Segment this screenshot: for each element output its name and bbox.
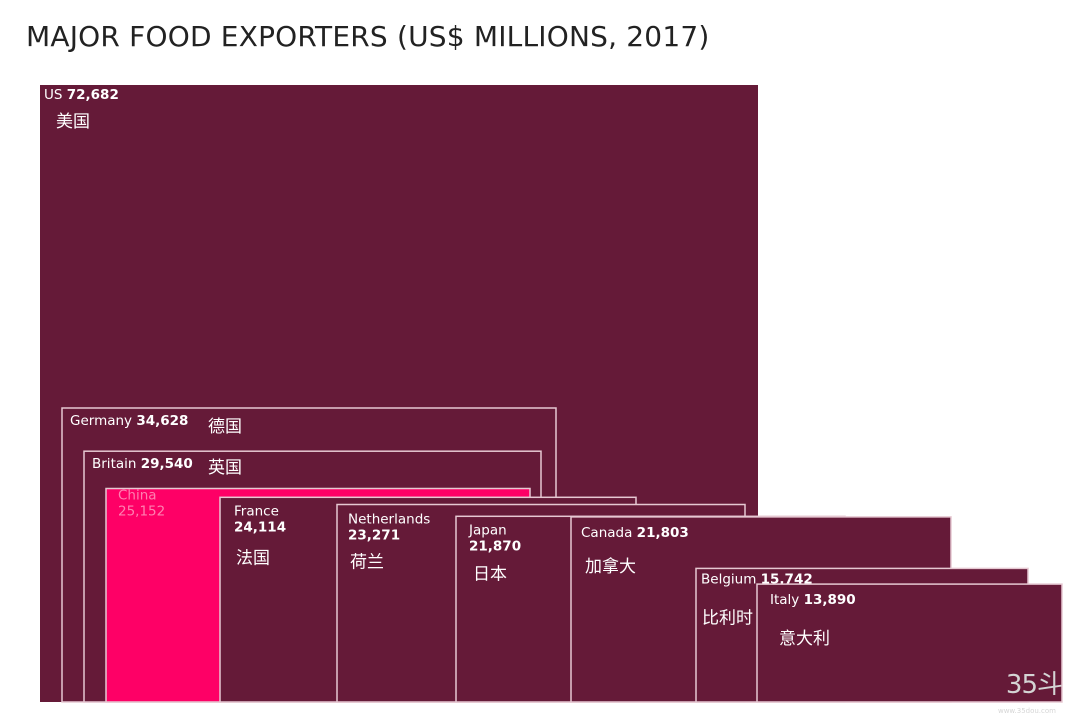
value-label-italy: 13,890 <box>804 592 856 608</box>
watermark-logo: 35斗 <box>1005 670 1063 700</box>
country-name-britain: Britain <box>92 456 141 472</box>
chinese-label-france: 法国 <box>236 548 270 568</box>
chinese-label-japan: 日本 <box>473 564 507 584</box>
value-label-china: 25,152 <box>118 503 165 519</box>
chinese-label-italy: 意大利 <box>779 629 830 649</box>
country-name-canada: Canada <box>581 525 637 541</box>
country-name-netherlands: Netherlands <box>348 511 430 527</box>
value-label-netherlands: 23,271 <box>348 527 400 543</box>
chart-title: MAJOR FOOD EXPORTERS (US$ MILLIONS, 2017… <box>26 20 710 53</box>
country-name-france: France <box>234 503 279 519</box>
chinese-label-germany: 德国 <box>208 417 242 437</box>
label-canada: Canada 21,803 <box>581 525 689 541</box>
bar-italy <box>756 583 1063 703</box>
value-label-us: 72,682 <box>67 87 119 103</box>
country-name-germany: Germany <box>70 413 136 429</box>
value-label-britain: 29,540 <box>141 456 193 472</box>
value-label-japan: 21,870 <box>469 538 521 554</box>
country-name-belgium: Belgium <box>701 571 761 587</box>
label-italy: Italy 13,890 <box>770 592 856 608</box>
watermark-url: www.35dou.com <box>997 707 1056 715</box>
chinese-label-britain: 英国 <box>208 458 242 478</box>
value-label-germany: 34,628 <box>136 413 188 429</box>
chinese-label-canada: 加拿大 <box>585 556 636 577</box>
country-name-us: US <box>44 87 67 103</box>
country-name-japan: Japan <box>468 522 507 538</box>
value-label-canada: 21,803 <box>637 525 689 541</box>
label-britain: Britain 29,540 <box>92 456 193 472</box>
box-group-italy: Italy 13,890 意大利 <box>756 583 1063 703</box>
chinese-label-belgium: 比利时 <box>702 608 753 628</box>
chinese-label-netherlands: 荷兰 <box>350 552 384 572</box>
country-name-china: China <box>118 487 157 503</box>
country-name-italy: Italy <box>770 592 804 608</box>
value-label-france: 24,114 <box>234 519 286 535</box>
label-germany: Germany 34,628 <box>70 413 188 429</box>
chinese-label-us: 美国 <box>56 112 90 132</box>
label-us: US 72,682 <box>44 87 119 103</box>
